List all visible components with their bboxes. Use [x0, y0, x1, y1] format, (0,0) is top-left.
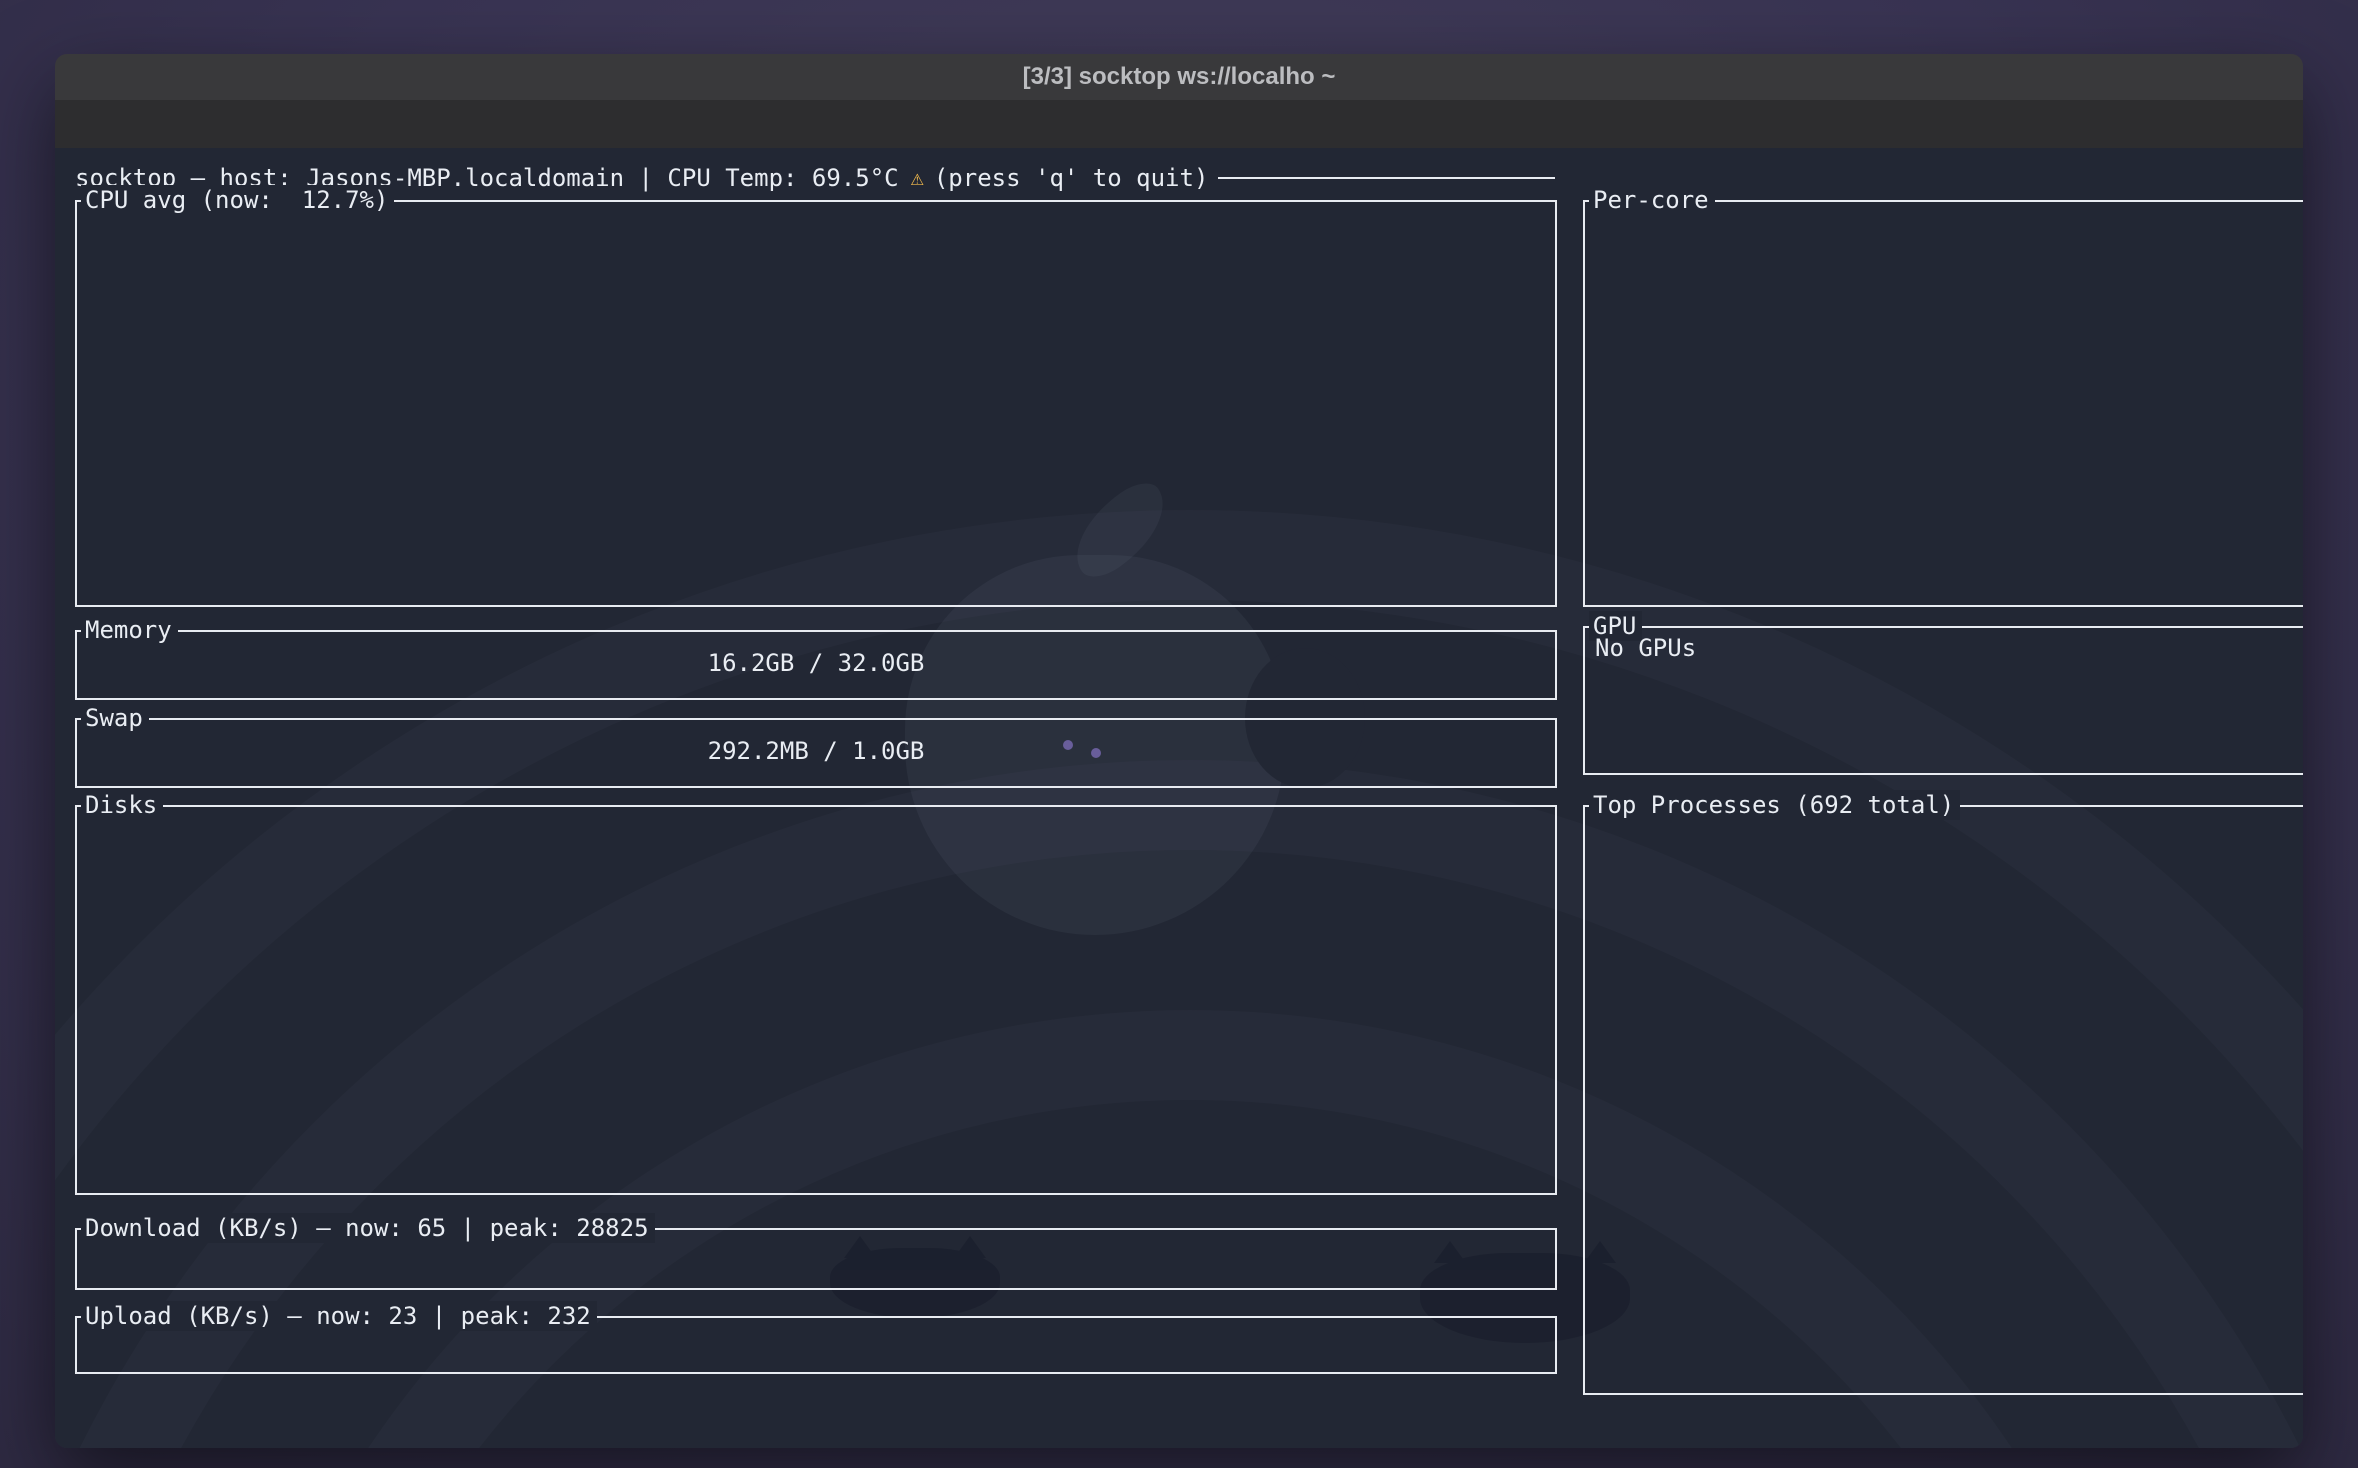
download-panel: Download (KB/s) — now: 65 | peak: 28825 [75, 1228, 1557, 1290]
gpu-panel: GPU No GPUs [1583, 626, 2303, 775]
title-bar[interactable]: [3/3] socktop ws://localho ~ [55, 54, 2303, 100]
processes-panel: Top Processes (692 total) [1583, 805, 2303, 1395]
header-rule [1218, 177, 1555, 179]
per-core-panel-title: Per-core [1589, 185, 1715, 215]
processes-panel-title: Top Processes (692 total) [1589, 790, 1960, 820]
upload-panel: Upload (KB/s) — now: 23 | peak: 232 [75, 1316, 1557, 1374]
window-title: [3/3] socktop ws://localho ~ [55, 63, 2303, 91]
download-history-chart [79, 1244, 1553, 1286]
disks-panel: Disks [75, 805, 1557, 1195]
swap-panel: Swap 292.2MB / 1.0GB [75, 718, 1557, 788]
zoom-window-button[interactable] [149, 68, 168, 87]
disks-panel-title: Disks [81, 790, 163, 820]
window-controls [77, 54, 168, 100]
minimize-window-button[interactable] [113, 68, 132, 87]
memory-panel-title: Memory [81, 615, 178, 645]
tab-bar [55, 100, 2303, 148]
swap-panel-title: Swap [81, 703, 149, 733]
temp-warning-icon: ⚠ [911, 166, 924, 191]
desktop: { "window": { "title": "[3/3] socktop ws… [0, 0, 2358, 1468]
terminal-content: socktop — host: Jasons-MBP.localdomain |… [55, 148, 2303, 1448]
cpu-avg-panel: CPU avg (now: 12.7%) [75, 200, 1557, 607]
download-panel-title: Download (KB/s) — now: 65 | peak: 28825 [81, 1213, 655, 1243]
swap-usage-label: 292.2MB / 1.0GB [77, 735, 1555, 767]
quit-hint: (press 'q' to quit) [934, 164, 1209, 192]
memory-usage-label: 16.2GB / 32.0GB [77, 647, 1555, 679]
upload-history-chart [79, 1332, 1553, 1368]
cpu-history-chart [79, 211, 1553, 605]
terminal-window: [3/3] socktop ws://localho ~ socktop — h… [55, 54, 2303, 1448]
per-core-panel: Per-core ▲ ▼ [1583, 200, 2303, 607]
upload-panel-title: Upload (KB/s) — now: 23 | peak: 232 [81, 1301, 597, 1331]
memory-total-value: 32.0GB [823, 649, 924, 677]
memory-panel: Memory 16.2GB / 32.0GB [75, 630, 1557, 700]
close-window-button[interactable] [77, 68, 96, 87]
memory-used-value: 16.2GB / [708, 649, 824, 677]
gpu-status-text: No GPUs [1595, 634, 1696, 662]
